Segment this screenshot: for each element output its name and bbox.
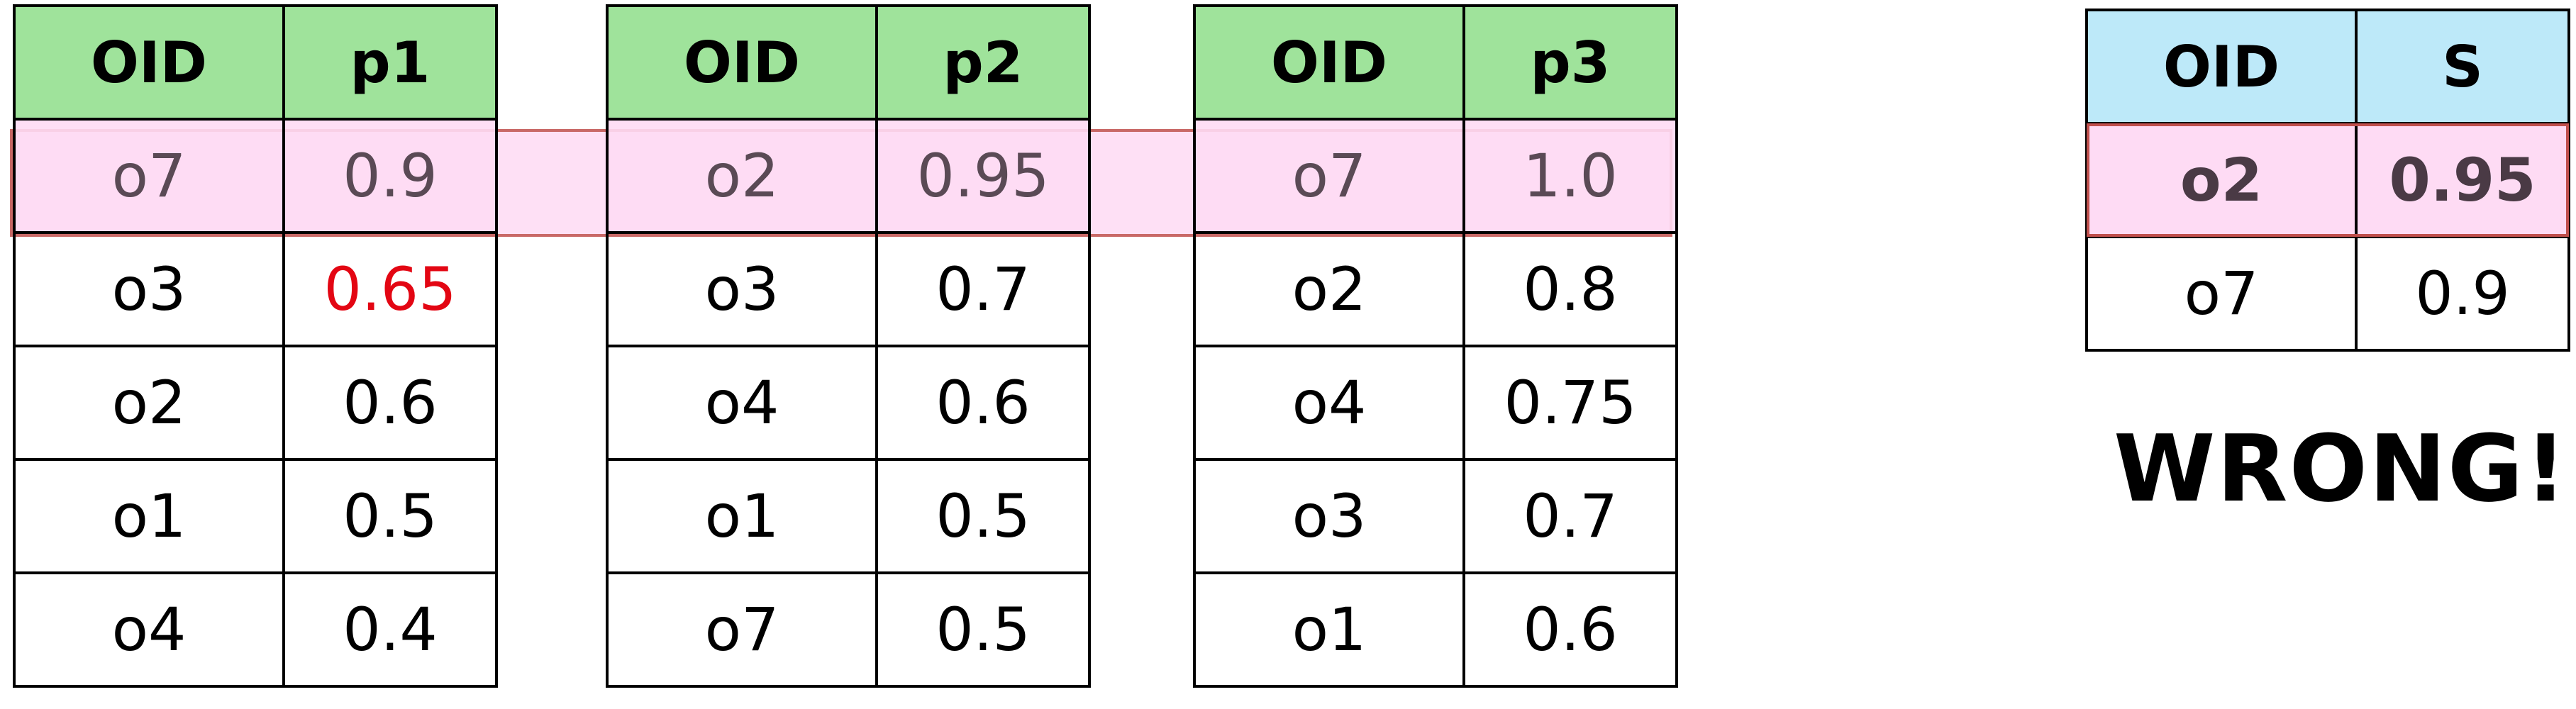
score-cell: 0.95	[2355, 122, 2570, 238]
oid-cell: o4	[13, 571, 285, 688]
oid-cell: o7	[1193, 118, 1465, 234]
score-cell: 0.9	[282, 118, 498, 234]
table-row: o1 0.5	[606, 458, 1091, 574]
oid-cell: o1	[13, 458, 285, 574]
table-row-highlighted: o2 0.95	[2085, 122, 2570, 238]
table-header-row: OID p1	[13, 4, 498, 121]
score-cell: 0.9	[2355, 235, 2570, 352]
table-p1: OID p1 o7 0.9 o3 0.65 o2 0.6 o1 0.5 o4 0…	[13, 4, 498, 688]
oid-cell: o3	[1193, 458, 1465, 574]
oid-cell: o2	[1193, 231, 1465, 347]
score-cell: 0.6	[1462, 571, 1678, 688]
score-cell: 0.7	[875, 231, 1091, 347]
score-cell: 0.6	[282, 345, 498, 461]
header-oid: OID	[606, 4, 878, 121]
score-cell: 0.4	[282, 571, 498, 688]
score-cell: 0.5	[875, 571, 1091, 688]
table-row: o2 0.8	[1193, 231, 1678, 347]
header-score: p1	[282, 4, 498, 121]
table-row: o4 0.6	[606, 345, 1091, 461]
table-header-row: OID p2	[606, 4, 1091, 121]
header-oid: OID	[1193, 4, 1465, 121]
score-cell: 0.6	[875, 345, 1091, 461]
verdict-label: WRONG!!	[2114, 415, 2576, 523]
score-cell: 0.95	[875, 118, 1091, 234]
header-oid: OID	[13, 4, 285, 121]
oid-cell: o7	[2085, 235, 2358, 352]
table-row: o2 0.95	[606, 118, 1091, 234]
table-row: o7 1.0	[1193, 118, 1678, 234]
oid-cell: o4	[606, 345, 878, 461]
table-header-row: OID S	[2085, 9, 2570, 125]
header-oid: OID	[2085, 9, 2358, 125]
score-cell: 0.8	[1462, 231, 1678, 347]
oid-cell: o2	[2085, 122, 2358, 238]
oid-cell: o3	[13, 231, 285, 347]
score-cell-emphasis: 0.65	[282, 231, 498, 347]
table-row: o7 0.9	[2085, 235, 2570, 352]
table-row: o3 0.65	[13, 231, 498, 347]
table-p3: OID p3 o7 1.0 o2 0.8 o4 0.75 o3 0.7 o1 0…	[1193, 4, 1678, 688]
oid-cell: o1	[606, 458, 878, 574]
oid-cell: o2	[606, 118, 878, 234]
header-score: p3	[1462, 4, 1678, 121]
table-row: o1 0.5	[13, 458, 498, 574]
oid-cell: o7	[606, 571, 878, 688]
table-p2: OID p2 o2 0.95 o3 0.7 o4 0.6 o1 0.5 o7 0…	[606, 4, 1091, 688]
oid-cell: o2	[13, 345, 285, 461]
table-row: o2 0.6	[13, 345, 498, 461]
oid-cell: o7	[13, 118, 285, 234]
score-cell: 0.75	[1462, 345, 1678, 461]
header-score: S	[2355, 9, 2570, 125]
table-row: o4 0.75	[1193, 345, 1678, 461]
table-row: o7 0.5	[606, 571, 1091, 688]
score-cell: 1.0	[1462, 118, 1678, 234]
table-row: o4 0.4	[13, 571, 498, 688]
score-cell: 0.5	[875, 458, 1091, 574]
score-cell: 0.7	[1462, 458, 1678, 574]
table-header-row: OID p3	[1193, 4, 1678, 121]
header-score: p2	[875, 4, 1091, 121]
oid-cell: o1	[1193, 571, 1465, 688]
oid-cell: o4	[1193, 345, 1465, 461]
score-cell: 0.5	[282, 458, 498, 574]
table-row: o7 0.9	[13, 118, 498, 234]
table-row: o3 0.7	[1193, 458, 1678, 574]
oid-cell: o3	[606, 231, 878, 347]
table-row: o3 0.7	[606, 231, 1091, 347]
table-result: OID S o2 0.95 o7 0.9	[2085, 9, 2570, 352]
table-row: o1 0.6	[1193, 571, 1678, 688]
